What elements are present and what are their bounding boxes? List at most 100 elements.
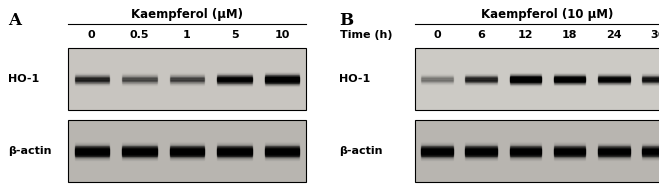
Bar [642,75,659,76]
Bar [509,147,541,148]
Bar [642,143,659,144]
Bar [74,78,109,79]
Bar [509,158,541,159]
Bar [217,73,252,74]
Bar [642,159,659,160]
Bar [598,77,629,78]
Bar [421,156,453,157]
Bar [642,73,659,74]
Bar [642,145,659,146]
Bar [509,156,541,157]
Bar [217,80,252,81]
Bar [217,158,252,159]
Bar [265,151,299,152]
Bar [123,158,157,159]
Bar [123,149,157,150]
Bar [74,83,109,84]
Bar [170,79,204,80]
Bar [74,149,109,150]
Bar [509,74,541,75]
Bar [217,82,252,83]
Bar [465,145,497,146]
Bar [554,78,585,79]
Bar [74,144,109,145]
Bar [265,148,299,149]
Bar [509,75,541,76]
Bar [509,83,541,84]
Bar [170,77,204,78]
Bar [74,75,109,76]
Bar [123,147,157,148]
Bar [598,74,629,75]
Text: β-actin: β-actin [8,146,51,156]
Bar [74,157,109,158]
Bar [265,147,299,148]
Bar [421,76,453,77]
Text: 6: 6 [477,30,485,40]
Bar [642,82,659,83]
Bar [642,80,659,81]
Bar [598,78,629,79]
Bar [509,144,541,145]
Bar [598,76,629,77]
Bar [265,142,299,143]
Bar [642,83,659,84]
Bar [465,74,497,75]
Bar [554,156,585,157]
Bar [74,79,109,80]
Bar [465,143,497,144]
Bar [509,155,541,156]
Bar [217,146,252,147]
Text: Kaempferol (10 μM): Kaempferol (10 μM) [481,8,614,21]
Bar [598,148,629,149]
Bar [509,159,541,160]
Bar [170,80,204,81]
Bar [598,145,629,146]
Bar [598,81,629,82]
Bar [554,75,585,76]
Bar [465,152,497,153]
Bar [123,84,157,85]
Bar [74,80,109,81]
Bar [598,158,629,159]
Bar [265,144,299,145]
Bar [465,153,497,154]
Bar [465,149,497,150]
Bar [265,78,299,79]
Bar [421,154,453,155]
Bar [598,150,629,151]
Bar [217,78,252,79]
Bar [123,75,157,76]
Bar [421,144,453,145]
Bar [465,146,497,147]
Bar [554,150,585,151]
Bar [170,159,204,160]
Bar [421,143,453,144]
Bar [123,148,157,149]
Bar [74,81,109,82]
Bar [598,154,629,155]
Bar [170,148,204,149]
Bar [598,153,629,154]
Bar [554,145,585,146]
Bar [170,146,204,147]
Bar [217,150,252,151]
Text: 0: 0 [88,30,96,40]
Bar [74,156,109,157]
Bar [123,151,157,152]
Bar [123,144,157,145]
Text: HO-1: HO-1 [8,74,40,84]
Bar [598,82,629,83]
Bar [265,72,299,73]
Bar [74,151,109,152]
Bar [217,157,252,158]
Bar [642,154,659,155]
Bar [265,76,299,77]
Bar [123,78,157,79]
Bar [509,78,541,79]
Bar [642,77,659,78]
Bar [68,48,306,110]
Bar [170,78,204,79]
Bar [265,81,299,82]
Bar [554,149,585,150]
